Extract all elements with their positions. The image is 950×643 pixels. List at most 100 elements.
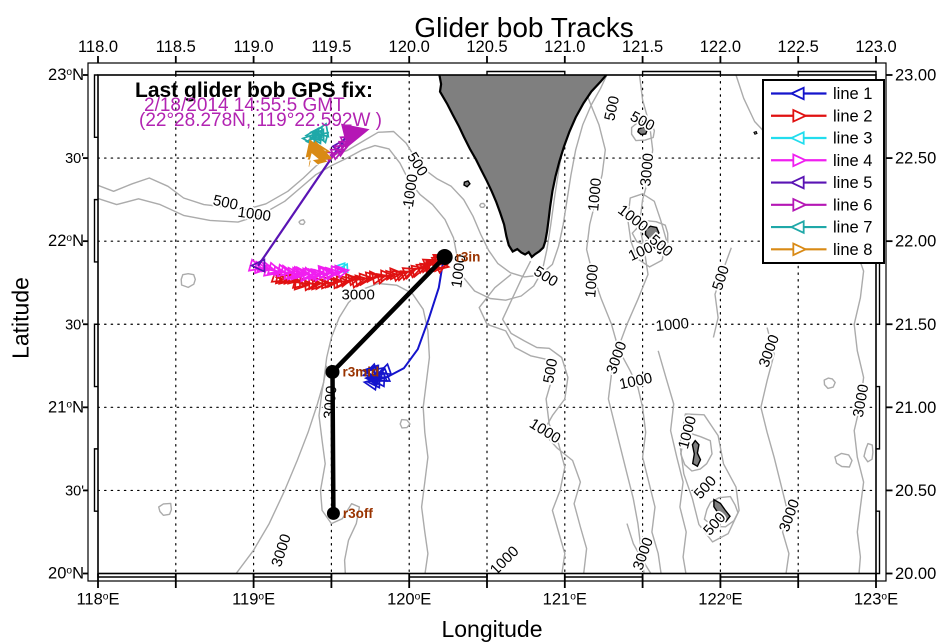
zebra-seg xyxy=(486,70,566,75)
legend-entry-line-8: line 8 xyxy=(771,241,872,259)
legend-entry-line-6: line 6 xyxy=(771,196,872,214)
contour-path xyxy=(180,273,196,289)
zebra-seg xyxy=(93,198,98,263)
contour-path xyxy=(235,282,431,574)
contour-path xyxy=(298,219,306,226)
legend-marker-arrow xyxy=(792,242,808,257)
gps-fix-position: (22°28.278N, 119°22.592W ) xyxy=(139,109,382,131)
contour-label-500: 500 xyxy=(691,473,720,503)
top-tick-label: 119.0 xyxy=(234,38,274,56)
land-taiwan xyxy=(438,75,608,259)
contour-label-1000: 1000 xyxy=(400,173,421,208)
contour-path xyxy=(399,418,411,429)
left-tick-label: 23oN xyxy=(48,66,84,84)
track-arrow xyxy=(302,266,319,281)
track-arrow xyxy=(369,270,382,282)
track-arrow xyxy=(361,362,381,378)
contour-label-1000: 1000 xyxy=(655,315,690,335)
track-arrow xyxy=(350,275,366,290)
contour-label-3000: 3000 xyxy=(630,535,657,572)
waypoint-label-r3off: r3off xyxy=(343,506,374,521)
legend-marker-arrow xyxy=(792,153,808,168)
track-line-6 xyxy=(324,123,370,163)
track-arrow xyxy=(316,148,332,161)
legend-entry-label: line 5 xyxy=(833,174,872,192)
gps-fix-annotation: Last glider bob GPS fix: 2/18/2014 14:55… xyxy=(135,79,382,131)
contour-path xyxy=(630,121,656,142)
legend-entry-label: line 4 xyxy=(833,152,872,170)
legend-entry-label: line 2 xyxy=(833,107,872,125)
chart-title: Glider bob Tracks xyxy=(414,12,634,43)
legend-entry-line-7: line 7 xyxy=(771,219,872,237)
contour-label-3000: 3000 xyxy=(756,332,783,369)
track-arrow xyxy=(262,263,280,277)
land-orchid-island xyxy=(644,225,660,240)
legend-box xyxy=(762,79,885,264)
contour-label-3000: 3000 xyxy=(637,152,657,187)
land-masses xyxy=(438,75,758,528)
left-tick-label: 21oN xyxy=(48,398,84,416)
track-arrow xyxy=(308,277,323,291)
right-tick-label: 21.50 xyxy=(895,316,936,334)
contour-label-500: 500 xyxy=(601,94,623,122)
contour-label-500: 500 xyxy=(709,263,733,292)
gps-fix-heading: Last glider bob GPS fix: xyxy=(135,79,374,102)
top-tick-label: 119.5 xyxy=(311,38,351,56)
waypoint-dot-r3mid xyxy=(325,364,340,379)
bottom-tick-label: 121oE xyxy=(543,591,587,609)
bottom-tick-label: 119oE xyxy=(232,591,275,609)
contour-path xyxy=(627,193,668,268)
bottom-tick-label: 118oE xyxy=(76,591,119,609)
contour-path xyxy=(607,75,654,574)
track-arrow xyxy=(249,258,266,273)
track-arrow xyxy=(407,267,422,279)
axis-ticks xyxy=(83,56,893,588)
contour-path xyxy=(863,442,874,463)
track-arrow xyxy=(296,266,311,279)
contour-label-1000: 1000 xyxy=(582,264,602,299)
track-line-1 xyxy=(361,257,445,392)
legend-entry-label: line 8 xyxy=(833,241,872,259)
track-arrow xyxy=(399,270,414,282)
right-tick-label: 23.00 xyxy=(895,67,936,85)
contour-path xyxy=(662,244,673,252)
legend-entry-label: line 3 xyxy=(833,130,872,148)
contour-label-3000: 3000 xyxy=(268,532,294,569)
zebra-seg xyxy=(876,510,881,575)
contour-path xyxy=(501,260,588,574)
bathymetry-contours xyxy=(98,75,874,574)
track-arrow xyxy=(323,276,338,289)
left-tick-label: 22oN xyxy=(48,232,84,250)
top-tick-label: 120.5 xyxy=(466,38,507,56)
track-arrow xyxy=(322,267,338,281)
contour-path xyxy=(657,350,687,574)
track-arrow xyxy=(335,274,352,289)
zebra-seg xyxy=(876,385,881,450)
legend-entry-line-1: line 1 xyxy=(771,85,872,103)
contour-path xyxy=(479,202,486,208)
zebra-seg xyxy=(93,323,98,388)
legend-entry-line-5: line 5 xyxy=(771,174,872,192)
x-axis-label: Longitude xyxy=(441,616,543,642)
legend-entry-label: line 7 xyxy=(833,219,872,237)
track-arrow xyxy=(317,264,334,280)
left-tick-label: 30' xyxy=(65,317,84,333)
contour-label-3000: 3000 xyxy=(342,287,375,304)
contour-path xyxy=(158,502,173,516)
bottom-tick-label: 123oE xyxy=(854,591,898,609)
gps-fix-datetime: 2/18/2014 14:55:5 GMT xyxy=(144,95,345,116)
axis-tick-labels: 118.0 118.5 119.0 119.5 120.0 120.5 121.0 121.5… xyxy=(48,38,936,609)
top-tick-label: 120.0 xyxy=(389,38,430,56)
legend-marker-arrow xyxy=(789,130,805,146)
track-arrow xyxy=(354,274,370,288)
top-tick-label: 122.5 xyxy=(778,38,819,56)
legend-entry-line-4: line 4 xyxy=(771,152,872,170)
land-xiaoliuqiu xyxy=(463,180,471,188)
contour-label-1000: 1000 xyxy=(585,177,605,212)
legend-marker-arrow xyxy=(789,86,805,101)
track-arrow xyxy=(340,123,370,148)
contour-path xyxy=(834,452,853,468)
